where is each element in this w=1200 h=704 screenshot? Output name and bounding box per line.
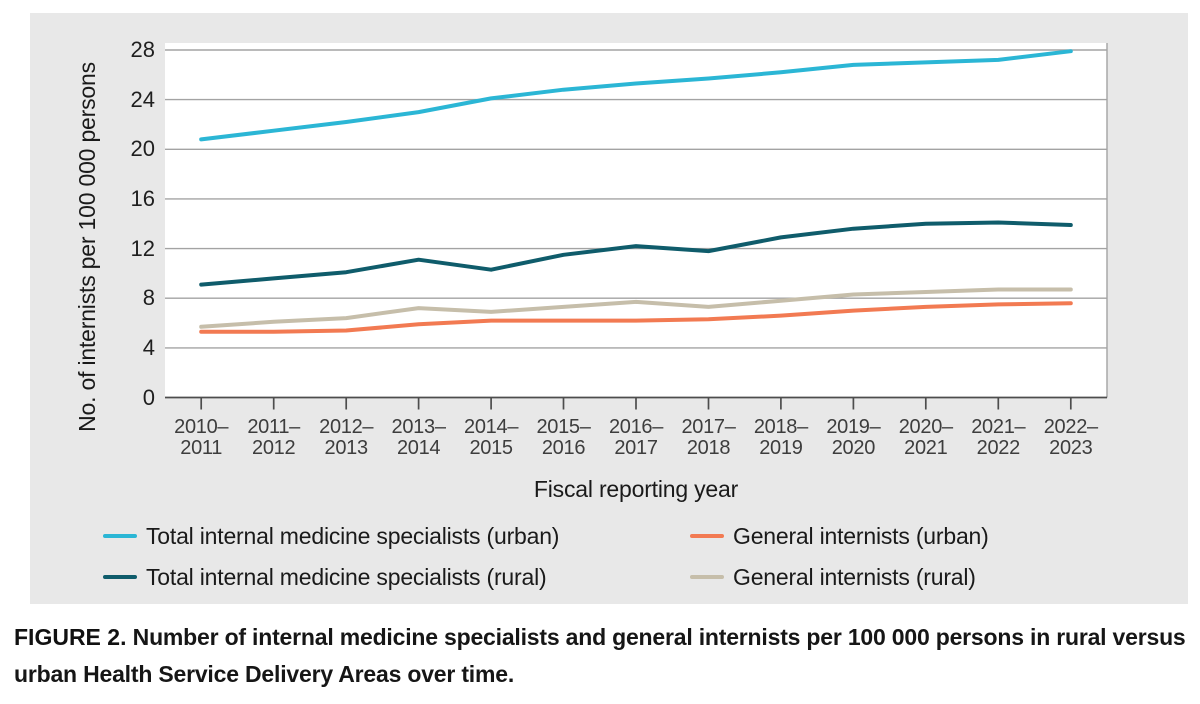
x-tick-label: 2020– 2021: [898, 416, 953, 459]
y-tick-label: 12: [130, 235, 155, 261]
legend: Total internal medicine specialists (urb…: [103, 522, 989, 591]
legend-swatch-total-specialists-rural: [103, 574, 137, 580]
legend-swatch-general-internists-rural: [690, 574, 724, 580]
series-line-general-internists-urban: [199, 301, 1073, 334]
series-line-general-internists-rural: [199, 287, 1073, 329]
y-tick-label: 4: [142, 334, 155, 360]
figure-caption: FIGURE 2. Number of internal medicine sp…: [14, 619, 1186, 693]
legend-swatch-general-internists-urban: [690, 533, 724, 539]
y-tick-label: 28: [130, 37, 155, 62]
legend-item-general-internists-rural: General internists (rural): [690, 564, 989, 591]
y-tick-label: 24: [130, 86, 155, 112]
y-tick-label: 20: [130, 136, 155, 162]
x-tick-label: 2016– 2017: [608, 416, 664, 459]
y-tick-label: 16: [130, 185, 155, 211]
x-tick-label: 2014– 2015: [464, 416, 519, 459]
x-tick-label: 2019– 2020: [826, 416, 881, 459]
x-tick-label: 2021– 2022: [971, 416, 1026, 459]
x-tick-label: 2022– 2023: [1043, 416, 1098, 459]
figure-caption-label: FIGURE 2.: [14, 624, 127, 650]
figure-caption-text: Number of internal medicine specialists …: [14, 624, 1186, 687]
legend-label-total-specialists-rural: Total internal medicine specialists (rur…: [146, 563, 547, 590]
legend-label-general-internists-rural: General internists (rural): [733, 563, 976, 590]
y-tick-label: 8: [142, 285, 155, 311]
x-tick-label: 2013– 2014: [391, 416, 446, 459]
legend-label-total-specialists-urban: Total internal medicine specialists (urb…: [146, 522, 560, 549]
series-line-total-internal-medicine-specialists-rural: [199, 220, 1073, 287]
series-line-total-internal-medicine-specialists-urban: [199, 49, 1073, 142]
y-tick-label: 0: [142, 384, 155, 410]
x-axis-title: Fiscal reporting year: [533, 476, 739, 502]
x-tick-label: 2017– 2018: [681, 416, 736, 459]
legend-item-general-internists-urban: General internists (urban): [690, 523, 989, 550]
legend-item-total-specialists-urban: Total internal medicine specialists (urb…: [103, 523, 690, 550]
x-tick-label: 2015– 2016: [536, 416, 591, 459]
legend-swatch-total-specialists-urban: [103, 533, 137, 539]
legend-item-total-specialists-rural: Total internal medicine specialists (rur…: [103, 564, 690, 591]
line-chart-plot: [165, 43, 1108, 410]
x-tick-label: 2012– 2013: [319, 416, 374, 459]
x-tick-label: 2010– 2011: [174, 416, 229, 459]
x-tick-label: 2018– 2019: [753, 416, 808, 459]
legend-label-general-internists-urban: General internists (urban): [733, 522, 989, 549]
x-tick-label: 2011– 2012: [247, 416, 300, 459]
plot-background: [165, 43, 1107, 398]
